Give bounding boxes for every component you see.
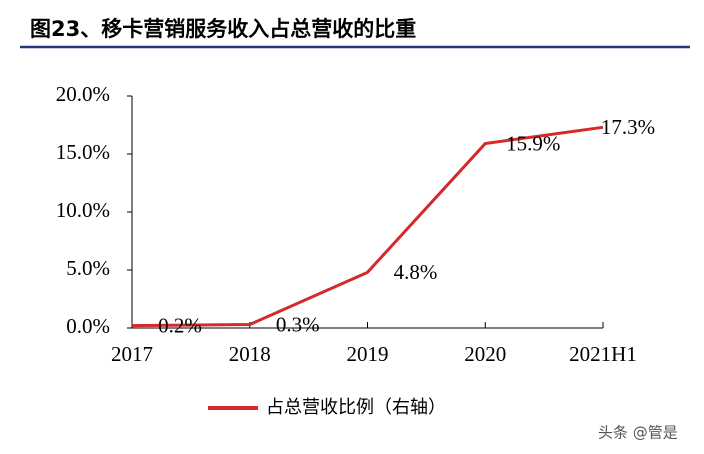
x-tick-label: 2017	[111, 342, 153, 366]
data-label: 0.2%	[158, 313, 202, 337]
data-label: 15.9%	[506, 131, 560, 155]
data-label: 4.8%	[394, 260, 438, 284]
y-tick-label: 5.0%	[66, 256, 110, 280]
y-tick-label: 0.0%	[66, 314, 110, 338]
x-tick-label: 2021H1	[569, 342, 637, 366]
y-tick-label: 20.0%	[56, 82, 110, 106]
y-tick-label: 10.0%	[56, 198, 110, 222]
x-tick-label: 2020	[464, 342, 506, 366]
watermark: 头条 @管是	[598, 424, 678, 442]
x-tick-label: 2019	[347, 342, 389, 366]
legend-label: 占总营收比例（右轴）	[266, 397, 446, 418]
x-tick-label: 2018	[229, 342, 271, 366]
line	[131, 125, 604, 328]
chart-title: 图23、移卡营销服务收入占总营收的比重	[30, 17, 416, 41]
y-tick-label: 15.0%	[56, 140, 110, 164]
data-label: 17.3%	[601, 115, 655, 139]
data-label: 0.3%	[276, 312, 320, 336]
